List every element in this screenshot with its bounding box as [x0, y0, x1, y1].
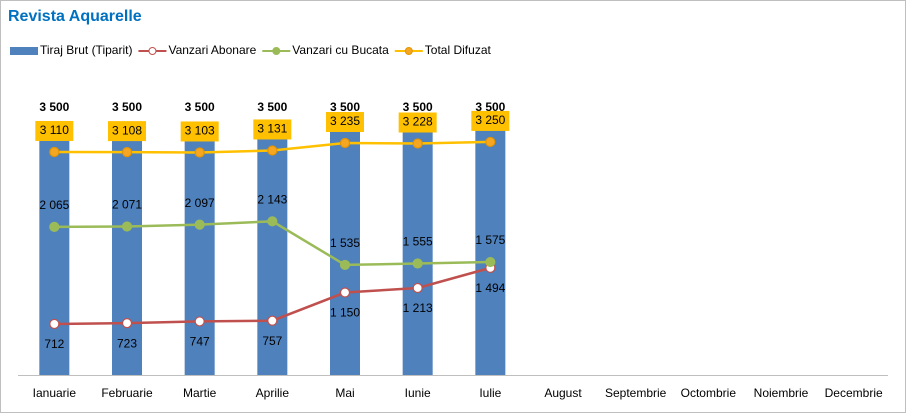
legend-label: Vanzari cu Bucata: [292, 43, 389, 57]
bar: [112, 124, 142, 375]
value-label: 3 131: [257, 122, 287, 136]
value-label-box: [108, 121, 146, 142]
bar: [402, 124, 433, 375]
value-label: 3 250: [475, 113, 505, 127]
marker: [339, 287, 351, 298]
value-label: 3 235: [330, 114, 360, 128]
legend-marker: [272, 47, 281, 55]
value-label: 3 500: [112, 100, 142, 114]
chart-title: Revista Aquarelle: [8, 8, 142, 25]
value-label: 712: [44, 337, 64, 351]
marker: [194, 316, 205, 327]
bar: [39, 124, 70, 375]
value-label-box: [326, 112, 364, 133]
marker: [412, 282, 423, 294]
bar: [257, 124, 288, 375]
value-label: 3 500: [330, 100, 360, 114]
x-tick-label: Iulie: [479, 386, 501, 400]
legend-swatch: [10, 47, 38, 55]
marker: [121, 147, 133, 158]
value-label: 3 103: [185, 124, 215, 138]
value-label: 2 097: [185, 196, 215, 210]
value-label: 757: [262, 334, 282, 348]
marker: [267, 315, 278, 326]
bar: [475, 124, 506, 375]
value-label: 2 065: [39, 198, 69, 212]
value-label: 3 228: [403, 115, 433, 129]
value-label: 1 494: [475, 281, 505, 295]
value-label: 3 500: [475, 100, 505, 114]
marker: [121, 221, 133, 232]
value-label-box: [253, 119, 292, 140]
marker: [49, 146, 60, 158]
x-tick-label: Martie: [183, 386, 217, 400]
value-label: 1 555: [403, 235, 433, 249]
marker: [485, 256, 496, 268]
bar: [330, 124, 360, 375]
value-label-box: [180, 121, 219, 142]
marker: [267, 216, 278, 227]
marker: [194, 147, 205, 158]
marker: [339, 137, 351, 149]
value-label-box: [398, 112, 437, 133]
x-tick-label: Noiembrie: [754, 386, 809, 400]
x-tick-label: Iunie: [405, 386, 431, 400]
value-label: 3 500: [39, 100, 69, 114]
value-label: 1 213: [403, 301, 433, 315]
value-label-box: [35, 120, 74, 141]
x-tick-label: August: [544, 386, 582, 400]
x-tick-label: Februarie: [101, 386, 153, 400]
marker: [412, 138, 423, 149]
value-label: 3 500: [257, 100, 287, 114]
x-tick-label: Decembrie: [825, 386, 883, 400]
x-tick-label: Septembrie: [605, 386, 667, 400]
value-label: 3 500: [403, 100, 433, 114]
x-tick-label: Octombrie: [681, 386, 737, 400]
marker: [412, 258, 423, 269]
value-label: 2 143: [257, 192, 287, 206]
legend-marker: [404, 47, 413, 55]
legend-label: Total Difuzat: [425, 43, 492, 57]
bar: [184, 124, 215, 375]
value-label: 3 500: [185, 100, 215, 114]
x-tick-label: Aprilie: [256, 386, 290, 400]
marker: [49, 318, 60, 330]
x-tick-label: Mai: [335, 386, 354, 400]
marker: [194, 219, 205, 230]
value-label: 747: [190, 335, 210, 349]
marker: [121, 318, 133, 329]
legend-label: Vanzari Abonare: [168, 43, 256, 57]
legend-marker: [148, 47, 157, 55]
value-label: 1 575: [475, 233, 505, 247]
value-label: 3 110: [40, 123, 69, 137]
value-label: 1 535: [330, 236, 360, 250]
value-label: 2 071: [112, 198, 142, 212]
marker: [49, 221, 60, 233]
marker: [485, 136, 496, 148]
marker: [267, 145, 278, 156]
legend-label: Tiraj Brut (Tiparit): [40, 43, 132, 57]
value-label: 723: [117, 336, 137, 350]
marker: [339, 259, 351, 271]
value-label: 3 108: [112, 123, 142, 137]
value-label: 1 150: [330, 306, 360, 320]
x-tick-label: Ianuarie: [33, 386, 77, 400]
value-label-box: [471, 110, 510, 131]
